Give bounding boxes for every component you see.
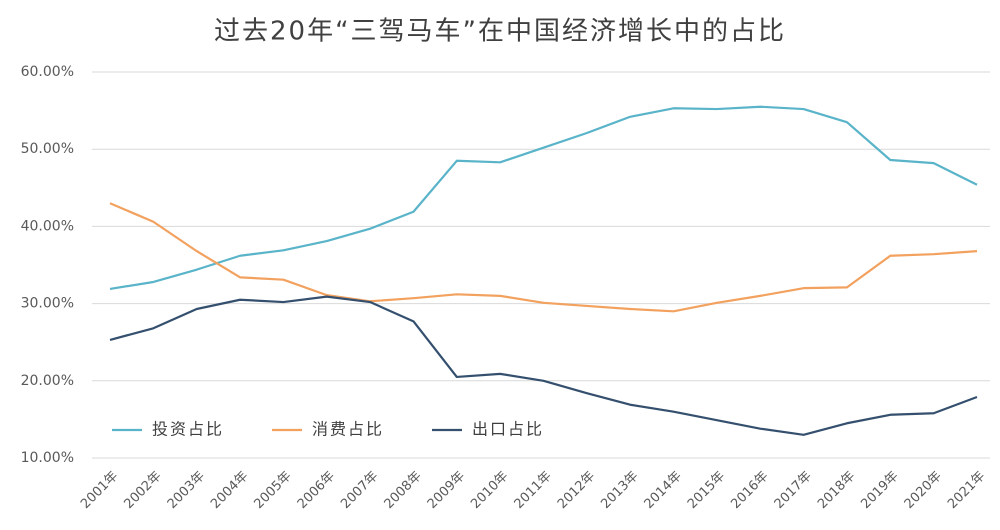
x-tick-label: 2006年 [295, 469, 338, 512]
legend-label: 消费占比 [312, 420, 384, 439]
x-tick-label: 2008年 [382, 469, 425, 512]
legend-label: 出口占比 [472, 420, 544, 439]
x-tick-label: 2001年 [78, 469, 121, 512]
x-tick-label: 2019年 [858, 469, 901, 512]
x-tick-label: 2007年 [338, 469, 381, 512]
y-tick-label: 60.00% [21, 64, 74, 80]
x-tick-label: 2015年 [685, 469, 728, 512]
y-tick-label: 40.00% [21, 218, 74, 234]
x-tick-label: 2003年 [165, 469, 208, 512]
x-tick-label: 2005年 [252, 469, 295, 512]
y-tick-label: 20.00% [21, 373, 74, 389]
y-tick-label: 30.00% [21, 296, 74, 312]
x-tick-label: 2017年 [772, 469, 815, 512]
x-tick-label: 2004年 [208, 469, 251, 512]
x-tick-label: 2021年 [945, 469, 988, 512]
x-tick-label: 2012年 [555, 469, 598, 512]
x-tick-label: 2014年 [642, 469, 685, 512]
x-tick-label: 2020年 [902, 469, 945, 512]
y-tick-label: 10.00% [21, 450, 74, 466]
x-tick-label: 2013年 [598, 469, 641, 512]
x-tick-label: 2011年 [512, 469, 555, 512]
chart-title: 过去20年“三驾马车”在中国经济增长中的占比 [214, 17, 786, 47]
x-tick-label: 2018年 [815, 469, 858, 512]
x-tick-label: 2010年 [468, 469, 511, 512]
y-tick-label: 50.00% [21, 141, 74, 157]
series-line [109, 105, 978, 291]
x-tick-label: 2002年 [121, 469, 164, 512]
legend-label: 投资占比 [152, 420, 224, 439]
x-tick-label: 2009年 [425, 469, 468, 512]
series-line [109, 202, 978, 313]
x-tick-label: 2016年 [728, 469, 771, 512]
series-line [109, 295, 978, 436]
